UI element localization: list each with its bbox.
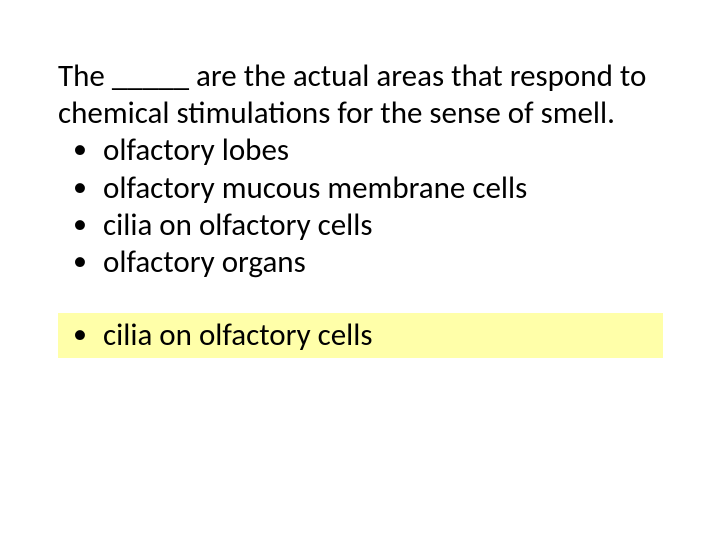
- option-label: olfactory organs: [103, 243, 306, 281]
- question-stem: The _____ are the actual areas that resp…: [58, 58, 670, 132]
- answer-label: cilia on olfactory cells: [103, 316, 373, 354]
- option-label: olfactory mucous membrane cells: [103, 169, 527, 207]
- option-label: cilia on olfactory cells: [103, 206, 373, 244]
- option-item: cilia on olfactory cells: [58, 207, 670, 244]
- option-item: olfactory organs: [58, 244, 670, 281]
- option-item: olfactory mucous membrane cells: [58, 170, 670, 207]
- question-text-content: The _____ are the actual areas that resp…: [58, 57, 646, 132]
- answer-options-list: olfactory lobes olfactory mucous membran…: [58, 132, 670, 281]
- option-item: olfactory lobes: [58, 132, 670, 169]
- option-label: olfactory lobes: [103, 131, 289, 169]
- correct-answer-box: cilia on olfactory cells: [58, 313, 663, 358]
- answer-item: cilia on olfactory cells: [58, 317, 663, 354]
